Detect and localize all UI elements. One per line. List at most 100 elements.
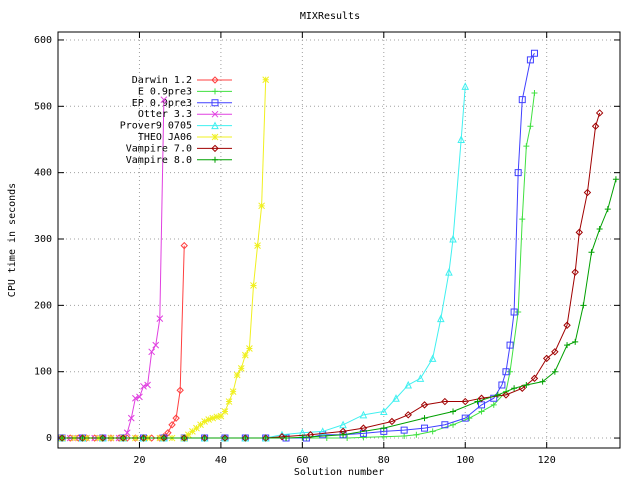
marker: [511, 385, 518, 392]
marker: [160, 96, 168, 104]
marker: [428, 354, 437, 362]
marker: [380, 425, 387, 432]
x-tick-label: 40: [215, 455, 227, 466]
marker: [180, 241, 188, 250]
marker: [66, 434, 74, 442]
marker: [140, 435, 147, 442]
marker: [79, 435, 86, 442]
marker: [450, 421, 457, 428]
legend-label: Darwin 1.2: [132, 75, 192, 86]
marker: [478, 408, 485, 415]
marker: [250, 282, 257, 289]
legend-label: Prover9 0705: [120, 121, 192, 132]
marker: [221, 434, 229, 442]
marker: [144, 381, 151, 389]
marker: [147, 434, 156, 442]
marker: [401, 433, 408, 440]
marker: [123, 429, 131, 437]
marker: [156, 315, 164, 322]
marker: [392, 394, 400, 402]
marker: [596, 226, 603, 233]
marker: [572, 338, 579, 345]
marker: [99, 434, 107, 442]
marker: [551, 348, 559, 356]
marker: [318, 427, 327, 435]
marker: [241, 351, 249, 359]
marker: [211, 99, 219, 107]
marker: [254, 242, 261, 249]
marker: [107, 434, 115, 442]
x-tick-label: 120: [538, 455, 556, 466]
marker: [152, 341, 160, 349]
marker: [514, 169, 522, 177]
marker: [400, 426, 408, 434]
chart-title: MIXResults: [300, 11, 360, 22]
marker: [278, 433, 286, 441]
marker: [490, 394, 498, 402]
marker: [184, 431, 192, 439]
marker: [441, 421, 449, 429]
marker: [379, 407, 388, 416]
marker: [211, 76, 219, 84]
x-tick-label: 60: [296, 455, 308, 466]
marker: [172, 414, 180, 422]
marker: [127, 414, 135, 422]
marker: [421, 415, 428, 422]
marker: [580, 302, 587, 309]
marker: [217, 412, 225, 420]
marker: [181, 435, 188, 442]
marker: [139, 434, 148, 442]
marker: [176, 386, 184, 394]
marker: [518, 96, 526, 104]
marker: [515, 308, 522, 315]
marker: [591, 122, 600, 130]
marker: [258, 202, 265, 210]
marker: [209, 414, 217, 422]
marker: [164, 429, 172, 437]
marker: [575, 228, 583, 237]
marker: [527, 123, 534, 130]
marker: [229, 388, 237, 395]
marker: [211, 133, 219, 141]
y-tick-label: 0: [46, 433, 52, 444]
x-tick-label: 100: [456, 455, 474, 466]
marker: [542, 354, 551, 363]
marker: [583, 188, 592, 197]
marker: [437, 314, 445, 323]
marker: [58, 434, 66, 442]
marker: [78, 434, 87, 442]
y-tick-label: 200: [34, 300, 52, 311]
y-axis-label: CPU time in seconds: [7, 183, 18, 297]
marker: [211, 110, 219, 118]
marker: [478, 401, 486, 409]
marker: [519, 216, 526, 223]
marker: [120, 435, 127, 442]
marker: [518, 384, 526, 392]
marker: [413, 431, 420, 438]
marker: [160, 435, 167, 442]
marker: [498, 381, 506, 389]
x-axis-label: Solution number: [294, 467, 384, 478]
marker: [201, 435, 208, 442]
x-tick-label: 20: [133, 455, 145, 466]
marker: [450, 408, 457, 415]
marker: [404, 380, 413, 389]
marker: [262, 76, 270, 84]
marker: [461, 82, 470, 90]
legend-label: E 0.9pre3: [138, 86, 192, 97]
marker: [429, 428, 436, 435]
marker: [564, 342, 571, 349]
marker: [441, 397, 449, 406]
marker: [502, 391, 510, 399]
marker: [261, 434, 270, 442]
marker: [612, 176, 619, 183]
marker: [506, 341, 514, 349]
marker: [200, 434, 209, 442]
plot-border: [57, 31, 621, 449]
legend-label: THEO JA06: [138, 132, 192, 143]
marker: [201, 418, 208, 425]
y-tick-label: 100: [34, 367, 52, 378]
marker: [531, 90, 538, 97]
marker: [595, 109, 604, 117]
marker: [180, 434, 188, 442]
